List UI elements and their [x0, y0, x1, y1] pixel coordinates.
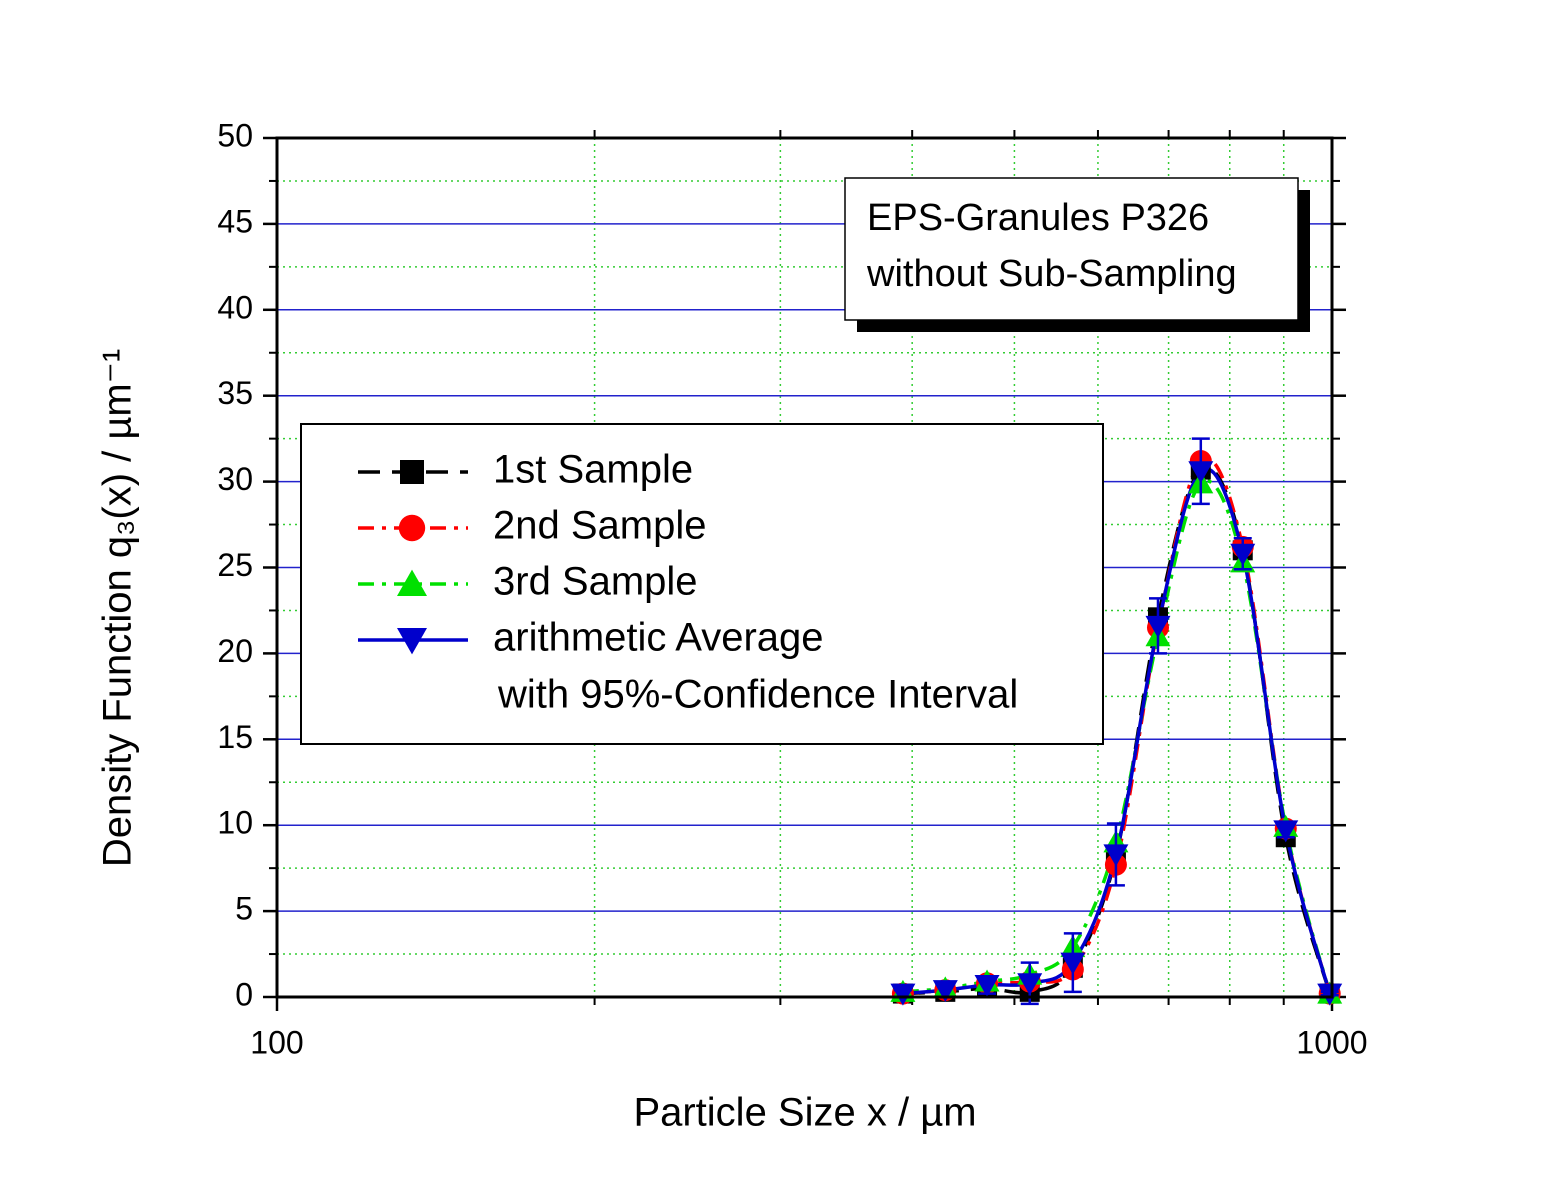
marker	[1103, 844, 1129, 867]
legend-label: 2nd Sample	[493, 504, 706, 548]
y-tick-label: 35	[217, 375, 253, 411]
marker	[1145, 615, 1171, 638]
y-tick-label: 15	[217, 719, 253, 755]
marker	[1188, 461, 1214, 484]
y-tick-label: 0	[235, 976, 253, 1012]
annotation-text: without Sub-Sampling	[866, 253, 1237, 295]
x-axis-label: Particle Size x / µm	[633, 1091, 976, 1135]
marker	[398, 514, 426, 542]
marker	[1017, 973, 1043, 996]
legend-label: arithmetic Average	[493, 616, 824, 660]
plot-frame	[275, 136, 1334, 999]
legend-label: 1st Sample	[493, 448, 693, 492]
y-tick-label: 25	[217, 547, 253, 583]
y-axis-label: Density Function q₃(x) / µm⁻¹	[96, 349, 140, 867]
y-tick-label: 5	[235, 891, 253, 927]
y-tick-label: 20	[217, 633, 253, 669]
y-tick-label: 45	[217, 203, 253, 239]
legend-note: with 95%-Confidence Interval	[497, 673, 1018, 717]
marker	[397, 628, 427, 655]
marker	[974, 974, 1000, 997]
marker	[932, 980, 958, 1003]
marker	[400, 460, 424, 484]
y-tick-label: 40	[217, 289, 253, 325]
marker	[1230, 543, 1256, 566]
annotation-text: EPS-Granules P326	[867, 197, 1209, 239]
marker	[1317, 983, 1343, 1006]
marker	[1273, 820, 1299, 843]
y-tick-label: 30	[217, 461, 253, 497]
annotation-box	[844, 177, 1299, 321]
y-tick-label: 10	[217, 805, 253, 841]
x-tick-label: 100	[250, 1024, 303, 1060]
marker	[890, 983, 916, 1006]
marker	[397, 569, 427, 596]
x-tick-label: 1000	[1296, 1024, 1367, 1060]
marker	[1060, 952, 1086, 975]
legend-label: 3rd Sample	[493, 560, 698, 604]
y-tick-label: 50	[217, 117, 253, 153]
